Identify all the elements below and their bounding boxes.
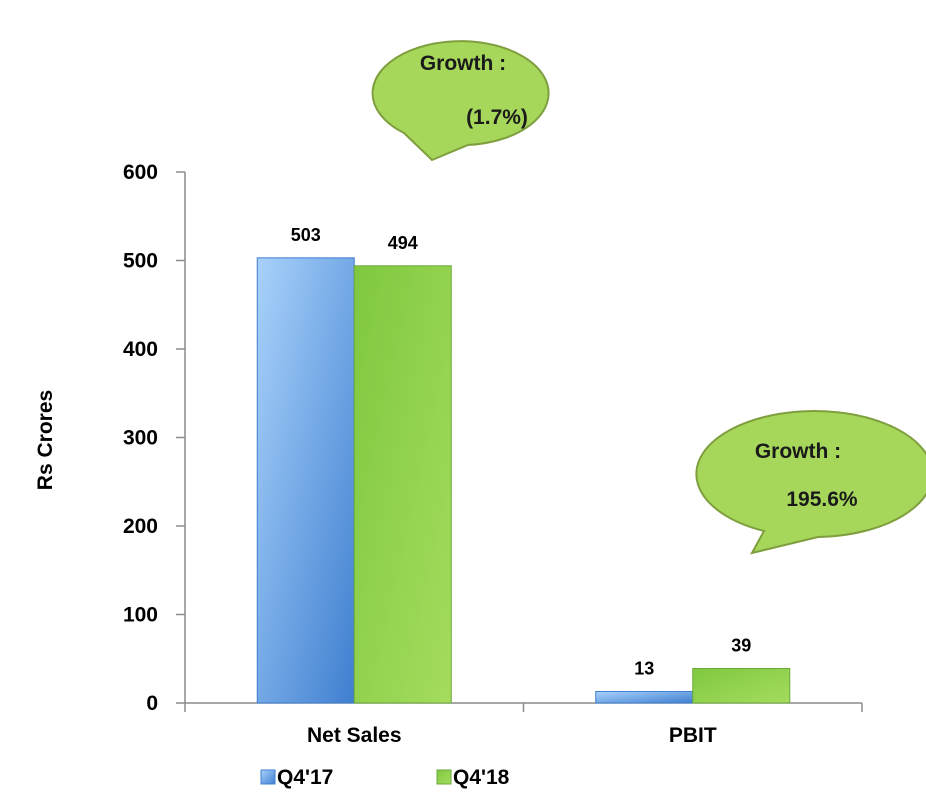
x-tick-label: PBIT: [669, 724, 717, 747]
y-axis-title: Rs Crores: [34, 390, 57, 490]
y-tick-label: 0: [146, 692, 158, 715]
growth-callout-pbit: Growth : 195.6%: [695, 410, 926, 555]
data-label: 503: [291, 225, 321, 245]
callout-value: (1.7%): [466, 106, 528, 129]
y-tick-label: 600: [123, 161, 158, 184]
legend: Q4'17 Q4'18: [260, 766, 510, 789]
data-label: 39: [731, 635, 751, 655]
y-tick-label: 500: [123, 250, 158, 273]
bar-q418-pbit: [692, 667, 791, 704]
bar-q417-net-sales: [256, 257, 355, 704]
data-labels: 503 494 13 39: [291, 225, 752, 679]
bar-q417-pbit: [595, 690, 694, 704]
callout-bubble: [695, 410, 926, 555]
y-tick-label: 400: [123, 338, 158, 361]
data-label: 13: [634, 658, 654, 678]
bars: [256, 257, 791, 704]
x-tick-label: Net Sales: [307, 724, 402, 747]
bar-q418-net-sales: [353, 265, 452, 704]
y-tick-label: 100: [123, 604, 158, 627]
y-ticks: 0 100 200 300 400 500 600: [123, 161, 185, 715]
legend-label-q418: Q4'18: [453, 766, 510, 789]
callout-value: 195.6%: [786, 488, 858, 511]
growth-callout-net-sales: Growth : (1.7%): [371, 40, 550, 162]
y-tick-label: 200: [123, 515, 158, 538]
x-ticks: Net Sales PBIT: [184, 703, 863, 747]
legend-swatch-q417: [260, 769, 276, 785]
callout-bubble: [371, 40, 550, 162]
y-tick-label: 300: [123, 427, 158, 450]
data-label: 494: [388, 233, 418, 253]
callout-title: Growth :: [755, 440, 841, 463]
legend-label-q417: Q4'17: [277, 766, 333, 789]
legend-swatch-q418: [436, 769, 452, 785]
callout-title: Growth :: [420, 52, 506, 75]
